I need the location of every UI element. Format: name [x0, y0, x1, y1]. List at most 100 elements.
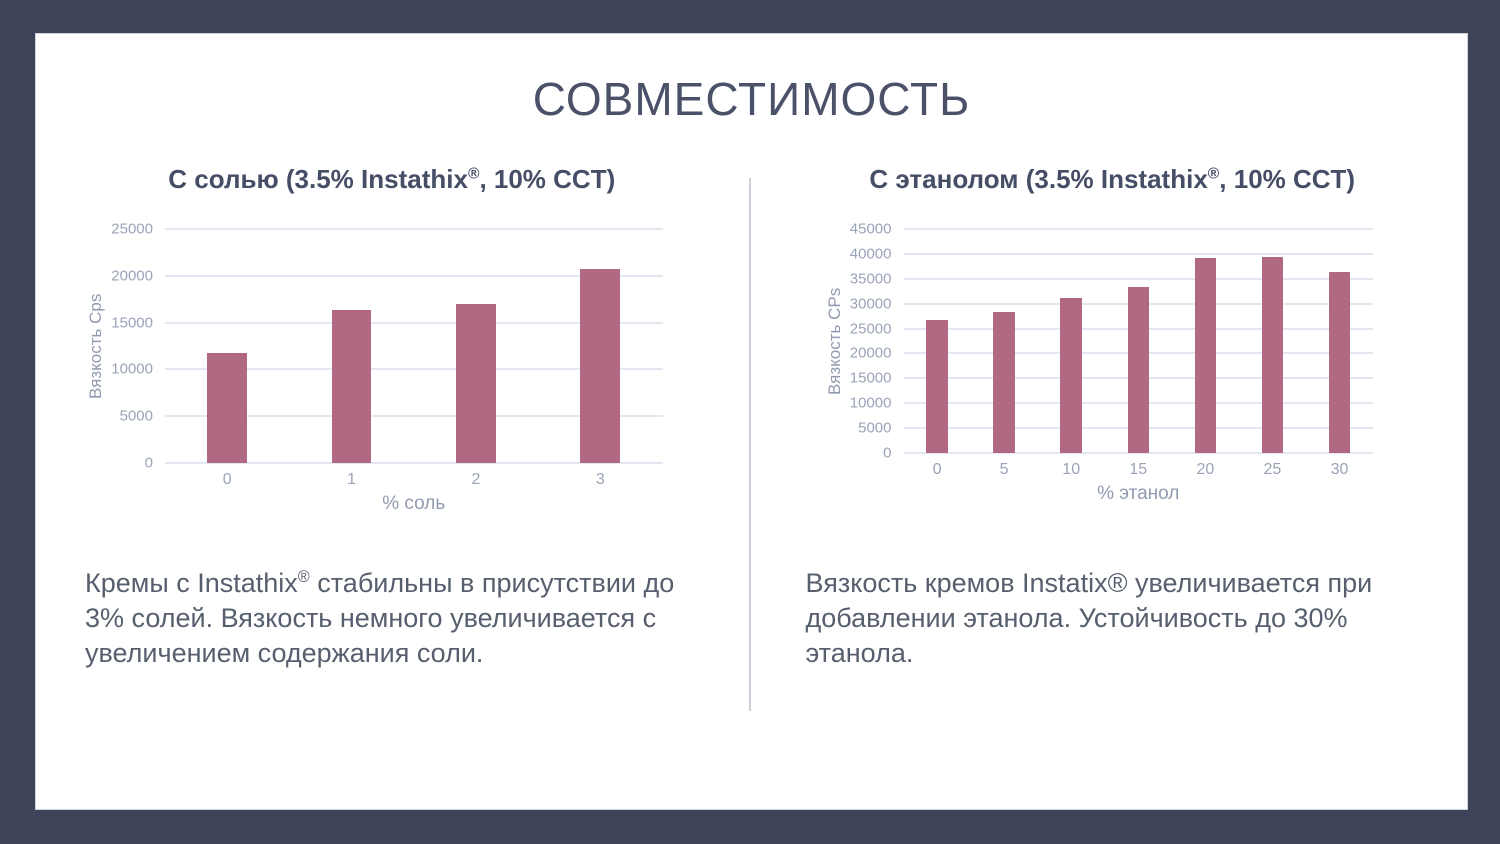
y-tick-label: 10000	[111, 360, 153, 378]
bar-slot	[1172, 229, 1239, 453]
bar	[1328, 272, 1351, 453]
gridline	[165, 462, 663, 464]
plot-area	[903, 228, 1374, 454]
gridline	[903, 228, 1373, 230]
x-tick-label: 25	[1263, 461, 1282, 478]
salt-description-suffix: стабильны в присутствии до 3% солей. Вяз…	[85, 568, 675, 669]
bar	[993, 312, 1015, 453]
gridline	[165, 274, 663, 277]
y-axis-label: Вязкость Cps	[86, 293, 105, 399]
bar-chart: Вязкость CPs 0 5000 10000 15000 20000 25000 300…	[806, 222, 1420, 505]
plot-row: 0 5000 10000 15000 20000 25000	[107, 222, 663, 471]
bar-slot	[904, 229, 971, 453]
x-tick-label: 1	[347, 471, 357, 488]
y-axis-ticks: 0 5000 10000 15000 20000 25000 30000 35000 40000…	[846, 222, 904, 461]
gridline	[903, 252, 1373, 255]
ethanol-description: Вязкость кремов Instatix® увеличивается …	[805, 568, 1373, 669]
gridline	[165, 228, 663, 230]
ethanol-chart-title-suffix: , 10% CCT)	[1219, 164, 1356, 194]
bars	[165, 229, 663, 463]
y-tick-label: 25000	[111, 220, 153, 238]
bar-slot	[165, 229, 289, 463]
plot-row: 0 5000 10000 15000 20000 25000 30000 35000 40000…	[846, 222, 1374, 461]
bar-slot	[1105, 229, 1172, 453]
plot-area	[165, 228, 663, 464]
x-tick-label: 0	[222, 471, 232, 488]
bar	[1127, 287, 1149, 453]
x-tick-label: 15	[1129, 461, 1148, 478]
y-tick-label: 5000	[119, 407, 153, 425]
bar-slot	[1038, 229, 1105, 453]
x-axis-label: % этанол	[1097, 483, 1180, 504]
ethanol-chart-title-text: С этанолом (3.5% Instathix	[869, 164, 1208, 194]
y-axis-ticks: 0 5000 10000 15000 20000 25000	[107, 222, 165, 471]
salt-panel: С солью (3.5% Instathix®, 10% CCT) Вязко…	[85, 164, 749, 711]
registered-trademark-symbol: ®	[467, 165, 480, 183]
bar	[1060, 298, 1082, 453]
registered-trademark-symbol: ®	[297, 568, 310, 586]
y-tick-label: 40000	[849, 245, 892, 263]
bar	[1194, 257, 1217, 453]
bar	[926, 319, 948, 453]
salt-chart-title-text: С солью (3.5% Instathix	[168, 164, 468, 194]
bar-slot	[289, 229, 413, 463]
y-tick-label: 35000	[849, 270, 892, 288]
x-tick-label: 2	[471, 471, 481, 488]
gridline	[903, 277, 1373, 280]
x-tick-label: 30	[1330, 461, 1349, 478]
y-tick-label: 20000	[849, 344, 892, 362]
y-tick-label: 25000	[849, 320, 892, 338]
bar	[331, 309, 372, 463]
bar-chart: Вязкость Cps 0 5000 10000 15000 20000 25000 0 1 2…	[85, 222, 699, 515]
gridline	[165, 368, 663, 371]
x-tick-label: 20	[1196, 461, 1215, 478]
y-tick-label: 10000	[849, 394, 892, 412]
salt-bar-chart: Вязкость Cps 0 5000 10000 15000 20000 25000 0 1 2…	[85, 222, 699, 515]
y-tick-label: 5000	[858, 419, 892, 437]
ethanol-bar-chart: Вязкость CPs 0 5000 10000 15000 20000 25000 300…	[806, 222, 1420, 505]
ethanol-chart-block: С этанолом (3.5% Instathix®, 10% CCT) Вя…	[806, 164, 1420, 566]
slide-title: СОВМЕСТИМОСТЬ	[532, 73, 971, 125]
salt-chart-block: С солью (3.5% Instathix®, 10% CCT) Вязко…	[85, 164, 699, 566]
bar	[207, 352, 248, 463]
ethanol-panel: С этанолом (3.5% Instathix®, 10% CCT) Вя…	[751, 164, 1455, 711]
y-tick-label: 30000	[849, 295, 892, 313]
bar	[456, 303, 496, 463]
y-tick-label: 0	[883, 444, 892, 462]
y-axis-label: Вязкость CPs	[824, 287, 844, 395]
bar-slot	[1306, 229, 1373, 453]
registered-trademark-symbol: ®	[1207, 165, 1220, 183]
ethanol-chart-title: С этанолом (3.5% Instathix®, 10% CCT)	[806, 164, 1420, 195]
bar-slot	[538, 229, 662, 463]
x-axis-ticks: 0 1 2 3	[165, 471, 663, 489]
bar-slot	[414, 229, 538, 463]
y-tick-label: 15000	[849, 369, 892, 387]
bar	[1261, 257, 1284, 453]
gridline	[165, 321, 663, 324]
gridline	[165, 415, 663, 418]
x-tick-label: 3	[595, 471, 605, 488]
x-tick-label: 10	[1062, 461, 1081, 478]
bar	[580, 269, 621, 463]
y-tick-label: 20000	[111, 267, 153, 285]
x-tick-label: 0	[932, 461, 942, 478]
bars	[904, 229, 1374, 453]
salt-description-text: Кремы с Instathix	[85, 568, 298, 598]
bar-slot	[1239, 229, 1306, 453]
plot-column: 0 5000 10000 15000 20000 25000 0 1 2 3 % соль	[107, 222, 663, 515]
y-tick-label: 15000	[111, 314, 153, 332]
gridline	[903, 452, 1373, 454]
slide: СОВМЕСТИМОСТЬ С солью (3.5% Instathix®, …	[35, 33, 1468, 810]
x-axis-label: % соль	[382, 493, 446, 514]
content-columns: С солью (3.5% Instathix®, 10% CCT) Вязко…	[36, 164, 1467, 711]
salt-description: Кремы с Instathix® стабильны в присутств…	[85, 566, 699, 671]
panel-divider	[748, 178, 751, 711]
x-tick-label: 5	[999, 461, 1009, 478]
bar-slot	[971, 229, 1038, 453]
x-axis-ticks: 0 5 10 15 20 25 30	[904, 461, 1374, 479]
salt-chart-title: С солью (3.5% Instathix®, 10% CCT)	[85, 164, 699, 195]
salt-chart-title-suffix: , 10% CCT)	[479, 164, 616, 194]
y-tick-label: 45000	[849, 220, 892, 238]
plot-column: 0 5000 10000 15000 20000 25000 30000 35000 40000…	[846, 222, 1374, 505]
y-tick-label: 0	[144, 454, 153, 472]
